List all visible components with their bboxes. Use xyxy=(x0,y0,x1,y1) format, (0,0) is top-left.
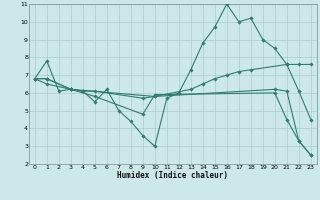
X-axis label: Humidex (Indice chaleur): Humidex (Indice chaleur) xyxy=(117,171,228,180)
